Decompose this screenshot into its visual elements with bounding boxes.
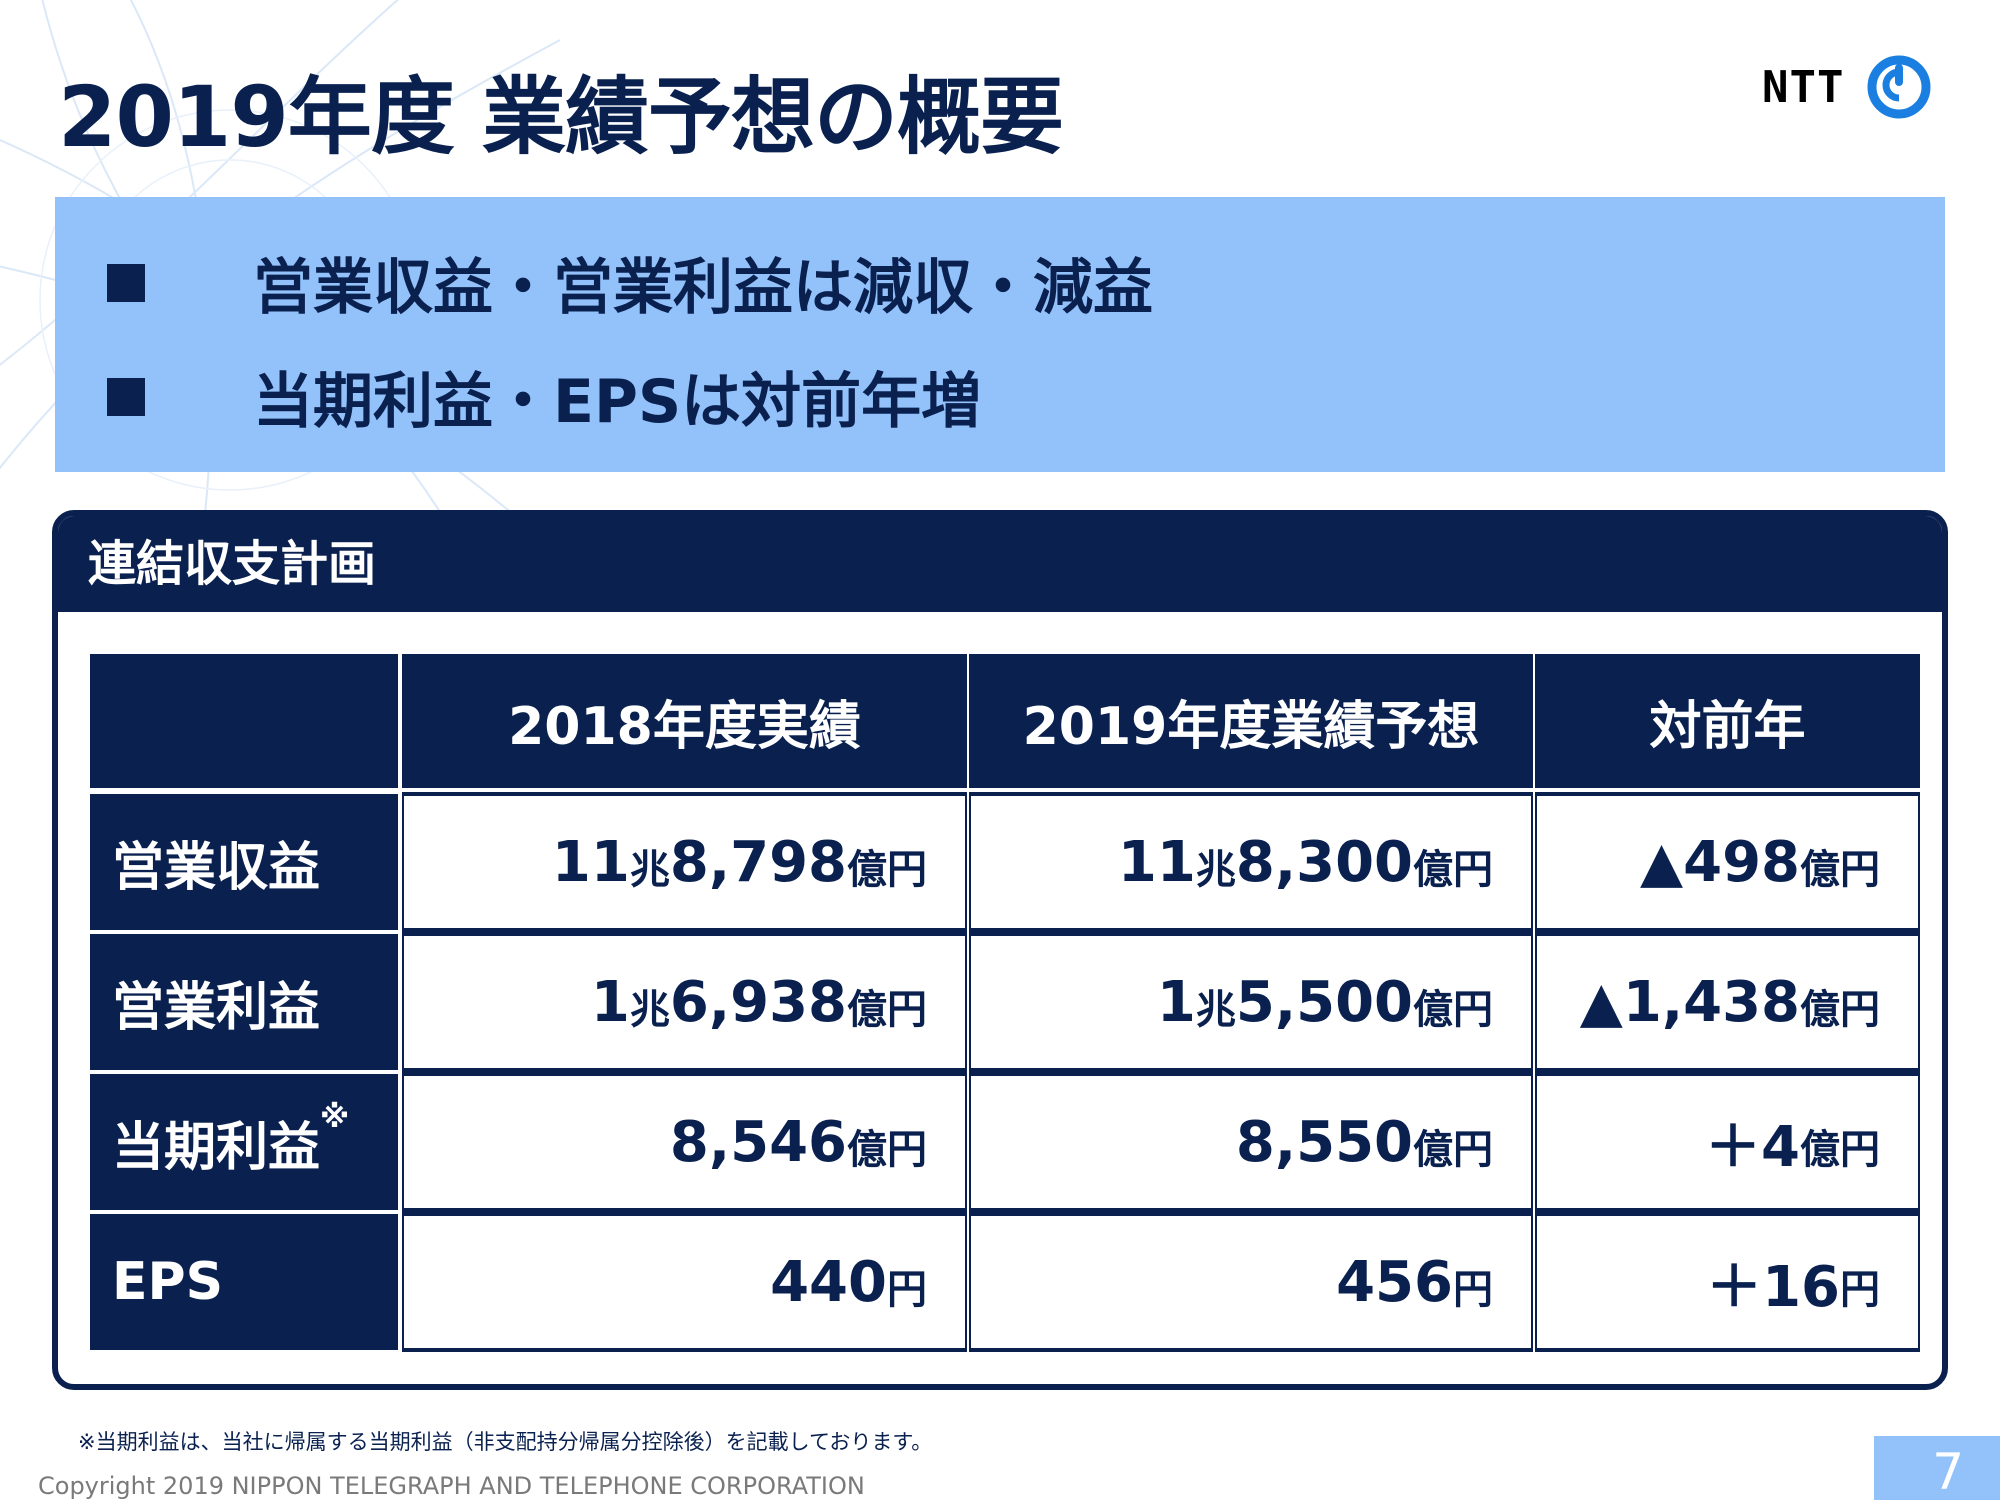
consolidated-plan-panel: 連結収支計画 2018年度実績 2019年度業績予想 対前年 営業収益 11 兆 8,79… — [52, 510, 1948, 1390]
square-bullet-icon — [107, 377, 145, 416]
table-cell: ▲498 億円 — [1535, 792, 1920, 932]
table-cell: 8,546 億円 — [402, 1072, 967, 1212]
summary-text: 当期利益・EPSは対前年増 — [253, 367, 982, 437]
column-header-label: 2018年度実績 — [508, 696, 861, 757]
value-number: 5,500 — [1235, 969, 1413, 1035]
value-number: 8,550 — [1235, 1109, 1413, 1175]
value-number: ▲498 — [1640, 829, 1800, 895]
table-corner — [90, 654, 398, 788]
page-number: 7 — [1874, 1436, 2000, 1501]
value-unit: 億円 — [847, 987, 927, 1033]
value-number: 8,798 — [669, 829, 847, 895]
table-cell: 456 円 — [969, 1212, 1533, 1352]
row-header: EPS — [90, 1214, 398, 1350]
value-unit: 円 — [887, 1267, 927, 1313]
value-unit: 億円 — [1800, 1127, 1880, 1173]
value-unit: 億円 — [1413, 1127, 1493, 1173]
column-header: 対前年 — [1535, 654, 1920, 788]
table-cell: 440 円 — [402, 1212, 967, 1352]
square-bullet-icon — [107, 263, 145, 302]
value-unit: 兆 — [629, 987, 670, 1033]
column-header-label: 対前年 — [1649, 696, 1806, 757]
value-unit: 円 — [1453, 1267, 1493, 1313]
value-unit: 円 — [1840, 1267, 1880, 1313]
table-cell: ▲1,438 億円 — [1535, 932, 1920, 1072]
summary-text: 営業収益・営業利益は減収・減益 — [253, 253, 1153, 323]
column-header: 2018年度実績 — [402, 654, 967, 788]
value-unit: 兆 — [1195, 987, 1236, 1033]
column-header: 2019年度業績予想 — [969, 654, 1533, 788]
row-header: 営業利益 — [90, 934, 398, 1070]
row-header: 当期利益 ※ — [90, 1074, 398, 1210]
value-unit: 億円 — [847, 847, 927, 893]
row-label: 当期利益 — [112, 1117, 321, 1178]
value-number: 6,938 — [669, 969, 847, 1035]
summary-line: 当期利益・EPSは対前年増 — [107, 353, 981, 440]
value-number: ＋16 — [1706, 1254, 1840, 1320]
ntt-logo-mark-icon — [1867, 55, 1931, 119]
value-unit: 兆 — [629, 847, 670, 893]
row-label: EPS — [112, 1252, 224, 1312]
row-label: 営業収益 — [112, 837, 321, 898]
panel-title: 連結収支計画 — [58, 516, 1942, 612]
value-number: 8,300 — [1235, 829, 1413, 895]
table-cell: 11 兆 8,300 億円 — [969, 792, 1533, 932]
value-number: 11 — [1117, 829, 1196, 895]
table-cell: ＋4 億円 — [1535, 1072, 1920, 1212]
column-header-label: 2019年度業績予想 — [1022, 696, 1480, 757]
value-unit: 億円 — [847, 1127, 927, 1173]
value-unit: 兆 — [1195, 847, 1236, 893]
row-label: 営業利益 — [112, 977, 321, 1038]
page-title: 2019年度 業績予想の概要 — [58, 68, 1064, 166]
logo-text: NTT — [1762, 61, 1845, 113]
copyright: Copyright 2019 NIPPON TELEGRAPH AND TELE… — [38, 1472, 865, 1500]
footnote-marker: ※ — [320, 1100, 350, 1135]
footnote: ※当期利益は、当社に帰属する当期利益（非支配持分帰属分控除後）を記載しております… — [78, 1430, 933, 1454]
summary-line: 営業収益・営業利益は減収・減益 — [107, 239, 1153, 326]
value-number: 440 — [770, 1249, 887, 1315]
table-cell: 11 兆 8,798 億円 — [402, 792, 967, 932]
value-number: 1 — [1156, 969, 1196, 1035]
value-number: ＋4 — [1705, 1114, 1800, 1180]
value-number: 11 — [551, 829, 630, 895]
value-number: 456 — [1336, 1249, 1453, 1315]
value-number: 8,546 — [669, 1109, 847, 1175]
ntt-logo: NTT — [1762, 52, 1932, 122]
value-unit: 億円 — [1413, 847, 1493, 893]
value-unit: 億円 — [1800, 987, 1880, 1033]
table-cell: 8,550 億円 — [969, 1072, 1533, 1212]
value-number: ▲1,438 — [1579, 969, 1800, 1035]
summary-box: 営業収益・営業利益は減収・減益 当期利益・EPSは対前年増 — [55, 197, 1945, 472]
value-unit: 億円 — [1800, 847, 1880, 893]
table-cell: ＋16 円 — [1535, 1212, 1920, 1352]
value-unit: 億円 — [1413, 987, 1493, 1033]
row-header: 営業収益 — [90, 794, 398, 930]
value-number: 1 — [590, 969, 630, 1035]
